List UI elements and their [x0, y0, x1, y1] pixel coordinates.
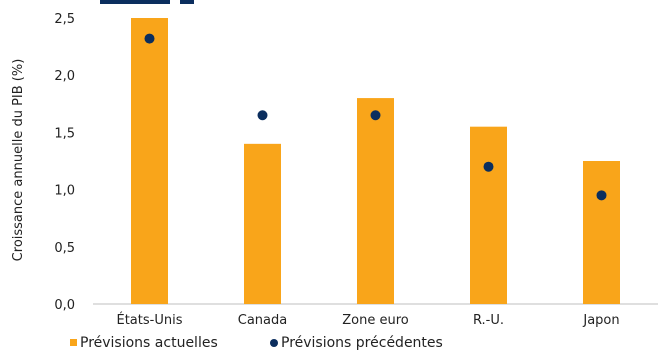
y-tick-label: 1,0 [54, 184, 75, 199]
dot-series [144, 33, 607, 201]
y-tick-label: 1,5 [54, 126, 75, 141]
y-tick-label: 2,0 [54, 69, 75, 84]
y-tick-label: 0,5 [54, 241, 75, 256]
x-axis: États-Unis Canada Zone euro R.-U. Japon [93, 303, 658, 328]
y-tick-label: 0,0 [54, 298, 75, 313]
data-point [596, 190, 607, 201]
x-tick-label: Zone euro [342, 313, 409, 328]
x-tick-label: Canada [238, 313, 287, 328]
y-tick-label: 2,5 [54, 12, 75, 27]
bar-series [131, 18, 620, 305]
bar [357, 98, 394, 304]
title-fragment [100, 0, 194, 4]
x-tick-label: R.-U. [473, 313, 504, 328]
bar [131, 18, 168, 304]
title-fragment-mark [100, 0, 170, 4]
data-point [257, 110, 268, 121]
title-fragment-mark [180, 0, 194, 4]
bar [470, 126, 507, 305]
bar [244, 143, 281, 304]
data-point [370, 110, 381, 121]
legend-label: Prévisions précédentes [281, 335, 443, 351]
x-tick-label: États-Unis [117, 312, 183, 328]
legend-swatch-dot [270, 339, 278, 347]
legend: Prévisions actuelles Prévisions précédent… [70, 335, 443, 351]
y-axis-label: Croissance annuelle du PIB (%) [11, 59, 26, 262]
y-axis: 0,0 0,5 1,0 1,5 2,0 2,5 [54, 12, 75, 313]
legend-label: Prévisions actuelles [80, 335, 218, 351]
bar [583, 161, 620, 304]
data-point [483, 161, 494, 172]
legend-swatch-bar [70, 339, 77, 346]
data-point [144, 33, 155, 44]
x-tick-label: Japon [582, 313, 619, 328]
